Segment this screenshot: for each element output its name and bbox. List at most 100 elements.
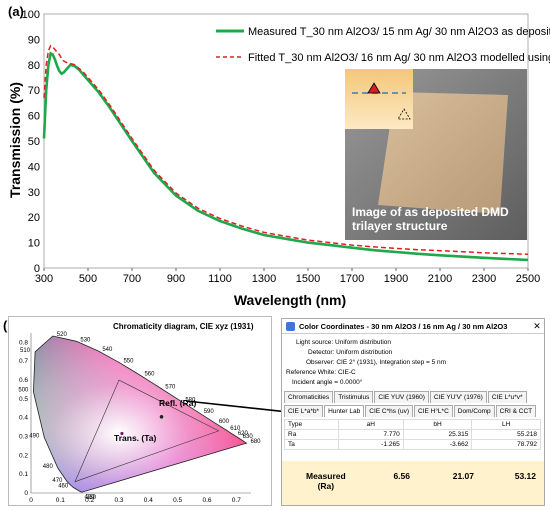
cie-locus-label: 620	[238, 431, 249, 437]
x-tick-label: 1500	[296, 273, 320, 285]
incident-angle: Incident angle = 0.0000°	[292, 379, 363, 386]
warning-triangle-icon	[367, 82, 381, 94]
tab-row-1: Chromaticities Tristimulus CIE YUV (1960) C…	[284, 391, 528, 403]
cie-y-tick-label: 0.4	[19, 415, 28, 422]
cie-locus-label: 480	[43, 464, 54, 470]
cie-locus-label: 520	[57, 332, 68, 338]
col-header-ah: aH	[337, 419, 404, 430]
cie-locus-label: 500	[18, 388, 29, 394]
table-row: Ra 7.770 25.315 55.218	[284, 429, 541, 440]
row-ta-ah: -1.265	[337, 439, 404, 450]
reference-white: Reference White: CIE-C	[286, 369, 356, 376]
cie-y-tick-label: 0.3	[19, 434, 28, 441]
hunter-lab-table: Type aH bH LH Ra 7.770 25.315 55.218 Ta …	[284, 419, 541, 450]
row-ra-ah: 7.770	[337, 429, 404, 440]
measured-row: Measured (Ra) 6.56 21.07 53.12	[282, 461, 544, 505]
cie-locus-label: 570	[165, 385, 176, 391]
cie-y-tick-label: 0.5	[19, 396, 28, 403]
y-axis-title: Transmission (%)	[7, 82, 23, 198]
tab-tristimulus[interactable]: Tristimulus	[334, 391, 374, 403]
cie-y-tick-label: 0.2	[19, 452, 28, 459]
row-ta-lh: 78.792	[471, 439, 541, 450]
cie-locus-label: 530	[80, 337, 91, 343]
cie-locus-label: 380	[86, 495, 97, 501]
trans-point	[120, 431, 124, 436]
series-line-measured	[42, 51, 529, 262]
series-line-fitted	[43, 44, 529, 256]
legend-label-fitted: Fitted T_30 nm Al2O3/ 16 nm Ag/ 30 nm Al…	[248, 52, 550, 64]
x-tick-label: 1900	[384, 273, 408, 285]
x-tick-label: 900	[167, 273, 185, 285]
cie-x-tick-label: 0.7	[232, 497, 241, 504]
cie-locus-label: 560	[144, 371, 155, 377]
y-tick-label: 40	[28, 161, 40, 173]
cie-locus-label: 600	[219, 419, 230, 425]
row-ra-type: Ra	[284, 429, 339, 440]
cie-locus-label: 540	[102, 347, 113, 353]
cie-locus-label: 510	[20, 348, 31, 354]
row-ra-lh: 55.218	[471, 429, 541, 440]
x-axis-title: Wavelength (nm)	[234, 292, 346, 308]
tab-dom-comp[interactable]: Dom/Comp	[453, 405, 495, 417]
trans-label: Trans. (Ta)	[114, 433, 157, 443]
legend: Measured T_30 nm Al2O3/ 15 nm Ag/ 30 nm …	[216, 26, 550, 64]
tab-cie-l-a-b[interactable]: CIE L*a*b*	[284, 405, 324, 417]
observer: Observer: CIE 2° (1931), Integration ste…	[306, 359, 447, 366]
x-tick-label: 1100	[208, 273, 232, 285]
y-tick-label: 20	[28, 212, 40, 224]
cie-locus-label: 550	[123, 359, 134, 365]
cie-title: Chromaticity diagram, CIE xyz (1931)	[113, 322, 254, 331]
dialog-title-bar: Color Coordinates - 30 nm Al2O3 / 16 nm …	[282, 319, 544, 334]
y-tick-label: 30	[28, 187, 40, 199]
cie-x-tick-label: 0.2	[85, 497, 94, 504]
tab-cie-l-u-v[interactable]: CIE L*u*v*	[487, 391, 527, 403]
cie-y-tick-label: 0.1	[19, 471, 28, 478]
sample-photo	[345, 69, 527, 240]
cie-x-tick-label: 0.1	[56, 497, 65, 504]
cie-x-tick-label: 0.4	[144, 497, 153, 504]
gamut-triangle	[74, 379, 220, 483]
transmission-chart: 300 500 700 900 1100 1300 1500 1700 1900 2100 2300…	[7, 9, 550, 308]
row-ra-bh: 25.315	[402, 429, 473, 440]
tab-cri-cct[interactable]: CRI & CCT	[495, 405, 537, 417]
cie-locus-label: 580	[185, 397, 196, 403]
cie-locus-label: 630	[243, 434, 254, 440]
cie-locus-label: 470	[52, 478, 63, 484]
plot-frame	[43, 13, 529, 269]
x-tick-label: 500	[79, 273, 97, 285]
table-row: Ta -1.265 -3.662 78.792	[284, 439, 541, 450]
x-tick-label: 2500	[516, 273, 540, 285]
detector: Detector: Uniform distribution	[308, 349, 393, 356]
measured-lh: 53.12	[514, 471, 536, 481]
panel-a-label: (a)	[8, 4, 24, 19]
tab-cie-yu-v-1976[interactable]: CIE YU'V' (1976)	[429, 391, 487, 403]
tab-cie-h-l-c[interactable]: CIE H°L*C	[413, 405, 453, 417]
cie-locus-label: 420	[85, 495, 96, 501]
cie-diagram: 0 0.1 0.2 0.3 0.4 0.5 0.6 0.7 0 0.1 0.2 0.3 0.4 0.5 0.…	[18, 322, 261, 504]
table-header-row: Type aH bH LH	[284, 419, 541, 430]
y-tick-label: 80	[28, 60, 40, 72]
outline-triangle-icon	[397, 108, 411, 120]
x-tick-label: 1300	[252, 273, 276, 285]
x-tick-label: 2300	[472, 273, 496, 285]
refl-point	[159, 414, 164, 419]
dialog-title: Color Coordinates - 30 nm Al2O3 / 16 nm …	[299, 321, 508, 331]
x-tick-label: 1700	[340, 273, 364, 285]
app-icon	[286, 321, 295, 331]
cie-y-tick-label: 0	[24, 490, 28, 497]
tab-cie-yuv-1960[interactable]: CIE YUV (1960)	[374, 391, 429, 403]
photo-caption: Image of as deposited DMD trilayer struc…	[352, 205, 509, 233]
x-tick-label: 2100	[428, 273, 452, 285]
measured-label: Measured (Ra)	[306, 471, 346, 491]
tab-chromaticities[interactable]: Chromaticities	[284, 391, 334, 403]
col-header-lh: LH	[471, 419, 541, 430]
tab-row-2: CIE L*a*b* Hunter Lab CIE C*hs (uv) CIE H°L…	[284, 405, 537, 417]
y-tick-label: 100	[22, 9, 40, 21]
close-icon[interactable]: ✕	[533, 320, 541, 331]
cie-x-tick-label: 0.5	[173, 497, 182, 504]
cie-y-tick-label: 0.7	[19, 358, 28, 365]
tab-cie-c-hs-uv[interactable]: CIE C*hs (uv)	[365, 405, 413, 417]
tab-hunter-lab[interactable]: Hunter Lab	[324, 405, 365, 417]
measured-label-line-2: (Ra)	[317, 481, 335, 491]
x-tick-label: 700	[123, 273, 141, 285]
